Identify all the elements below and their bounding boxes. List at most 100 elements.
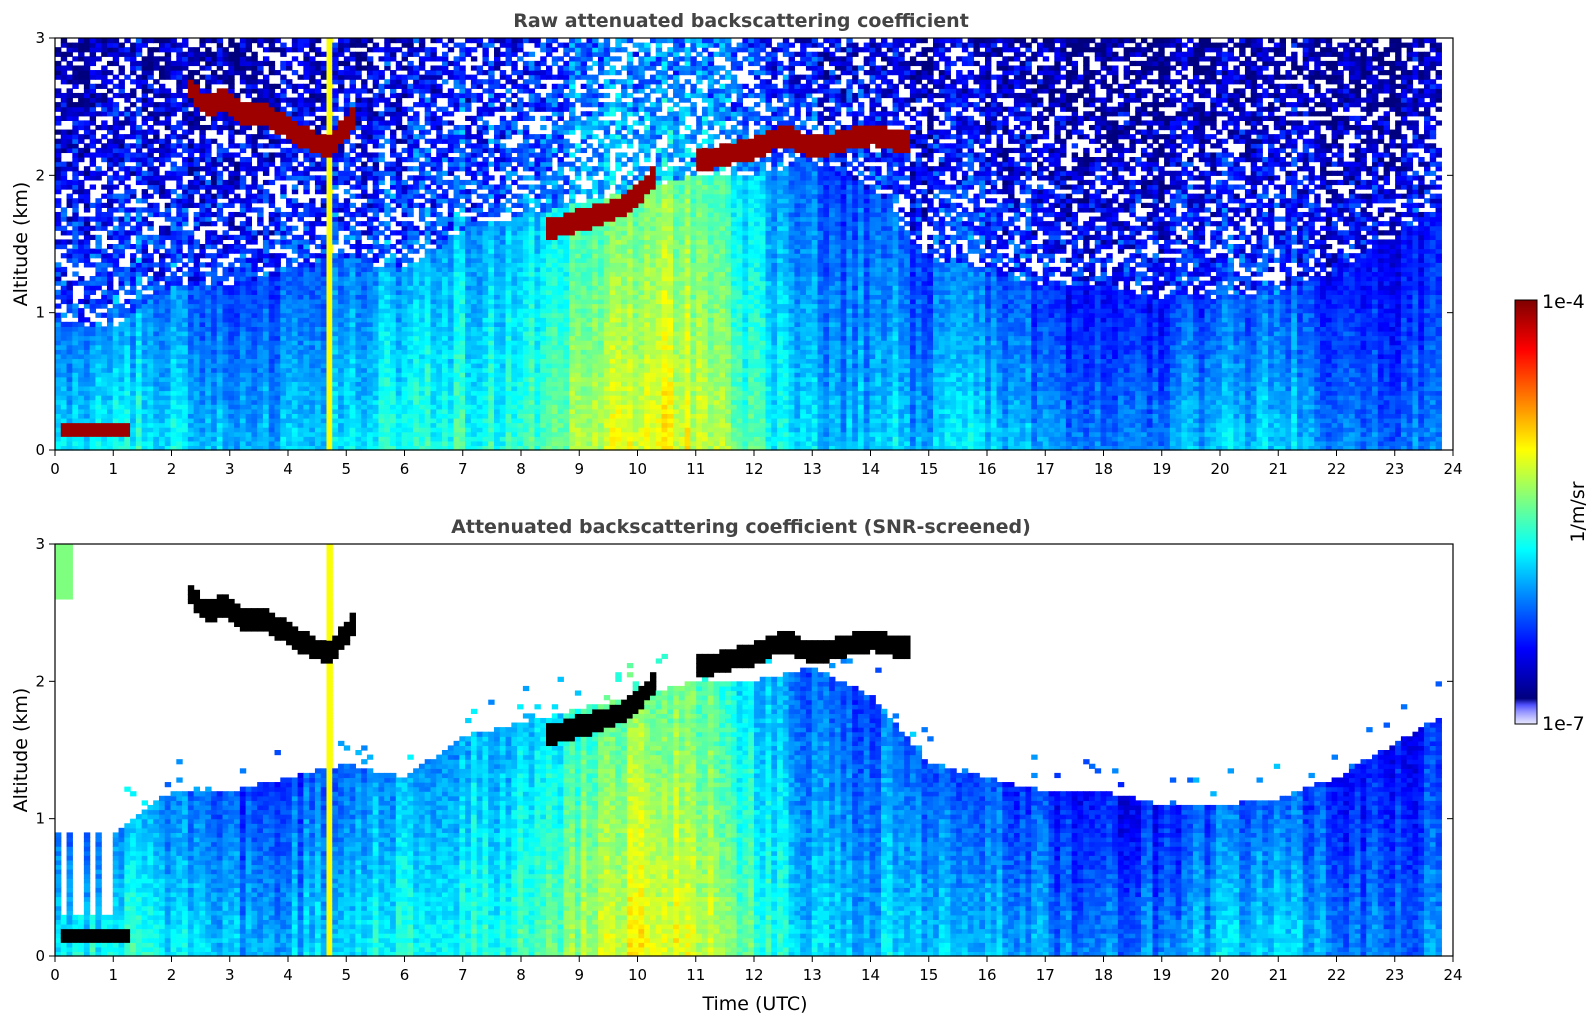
heatmap-cell xyxy=(153,304,159,309)
heatmap-cell xyxy=(95,413,101,418)
heatmap-cell xyxy=(124,98,130,103)
heatmap-cell xyxy=(90,340,96,345)
heatmap-cell xyxy=(61,349,67,354)
heatmap-cell xyxy=(124,166,130,171)
heatmap-cell xyxy=(67,139,73,144)
heatmap-cell xyxy=(90,377,96,382)
heatmap-cell xyxy=(147,267,153,272)
heatmap-cell xyxy=(124,432,130,437)
heatmap-cell xyxy=(113,120,119,125)
heatmap-cell xyxy=(95,198,101,203)
heatmap-cell xyxy=(101,313,107,318)
heatmap-cell xyxy=(67,93,73,98)
heatmap-cell xyxy=(159,441,165,446)
heatmap-cell xyxy=(113,262,119,267)
heatmap-cell xyxy=(55,152,61,157)
heatmap-cell xyxy=(153,386,159,391)
heatmap-cell xyxy=(78,326,84,331)
heatmap-cell xyxy=(119,226,125,231)
heatmap-cell xyxy=(78,79,84,84)
heatmap-cell xyxy=(61,299,67,304)
heatmap-cell xyxy=(107,253,113,258)
heatmap-cell xyxy=(136,432,142,437)
heatmap-cell xyxy=(153,180,159,185)
heatmap-cell xyxy=(142,390,148,395)
heatmap-cell xyxy=(124,308,130,313)
heatmap-cell xyxy=(130,56,136,61)
heatmap-cell xyxy=(119,148,125,153)
heatmap-cell xyxy=(61,244,67,249)
heatmap-cell xyxy=(78,56,84,61)
heatmap-cell xyxy=(153,235,159,240)
heatmap-cell xyxy=(142,436,148,441)
heatmap-cell xyxy=(107,47,113,52)
heatmap-cell xyxy=(95,390,101,395)
heatmap-cell xyxy=(130,157,136,162)
heatmap-cell xyxy=(107,88,113,93)
heatmap-cell xyxy=(101,271,107,276)
heatmap-cell xyxy=(55,349,61,354)
heatmap-cell xyxy=(147,98,153,103)
heatmap-cell xyxy=(113,84,119,89)
heatmap-cell xyxy=(95,409,101,414)
heatmap-cell xyxy=(67,102,73,107)
heatmap-cell xyxy=(72,120,78,125)
heatmap-cell xyxy=(84,363,90,368)
heatmap-cell xyxy=(90,184,96,189)
heatmap-cell xyxy=(119,207,125,212)
heatmap-cell xyxy=(136,336,142,341)
heatmap-cell xyxy=(130,285,136,290)
heatmap-cell xyxy=(119,166,125,171)
heatmap-cell xyxy=(55,244,61,249)
heatmap-cell xyxy=(95,441,101,446)
heatmap-cell xyxy=(119,88,125,93)
heatmap-cell xyxy=(95,304,101,309)
heatmap-cell xyxy=(72,372,78,377)
heatmap-cell xyxy=(147,184,153,189)
heatmap-cell xyxy=(101,381,107,386)
heatmap-cell xyxy=(147,152,153,157)
heatmap-cell xyxy=(90,413,96,418)
heatmap-cell xyxy=(136,180,142,185)
heatmap-cell xyxy=(72,157,78,162)
heatmap-cell xyxy=(78,331,84,336)
heatmap-cell xyxy=(113,198,119,203)
heatmap-cell xyxy=(101,47,107,52)
heatmap-cell xyxy=(113,244,119,249)
heatmap-cell xyxy=(84,56,90,61)
heatmap-cell xyxy=(61,418,67,423)
heatmap-cell xyxy=(72,244,78,249)
heatmap-cell xyxy=(95,175,101,180)
heatmap-cell xyxy=(90,276,96,281)
heatmap-cell xyxy=(67,230,73,235)
heatmap-cell xyxy=(101,84,107,89)
heatmap-cell xyxy=(153,107,159,112)
heatmap-cell xyxy=(130,400,136,405)
heatmap-cell xyxy=(136,308,142,313)
heatmap-cell xyxy=(95,75,101,80)
heatmap-cell xyxy=(90,107,96,112)
heatmap-cell xyxy=(55,427,61,432)
heatmap-cell xyxy=(136,217,142,222)
heatmap-cell xyxy=(95,152,101,157)
heatmap-cell xyxy=(101,70,107,75)
heatmap-cell xyxy=(153,56,159,61)
heatmap-cell xyxy=(55,395,61,400)
heatmap-cell xyxy=(136,47,142,52)
heatmap-cell xyxy=(124,107,130,112)
heatmap-cell xyxy=(101,258,107,263)
heatmap-cell xyxy=(107,79,113,84)
heatmap-cell xyxy=(78,120,84,125)
heatmap-cell xyxy=(107,441,113,446)
heatmap-cell xyxy=(119,52,125,57)
heatmap-cell xyxy=(113,326,119,331)
heatmap-cell xyxy=(90,70,96,75)
heatmap-cell xyxy=(84,336,90,341)
heatmap-cell xyxy=(136,358,142,363)
heatmap-cell xyxy=(124,47,130,52)
heatmap-cell xyxy=(84,409,90,414)
heatmap-cell xyxy=(67,253,73,258)
heatmap-cell xyxy=(119,235,125,240)
heatmap-cell xyxy=(67,194,73,199)
heatmap-cell xyxy=(90,304,96,309)
